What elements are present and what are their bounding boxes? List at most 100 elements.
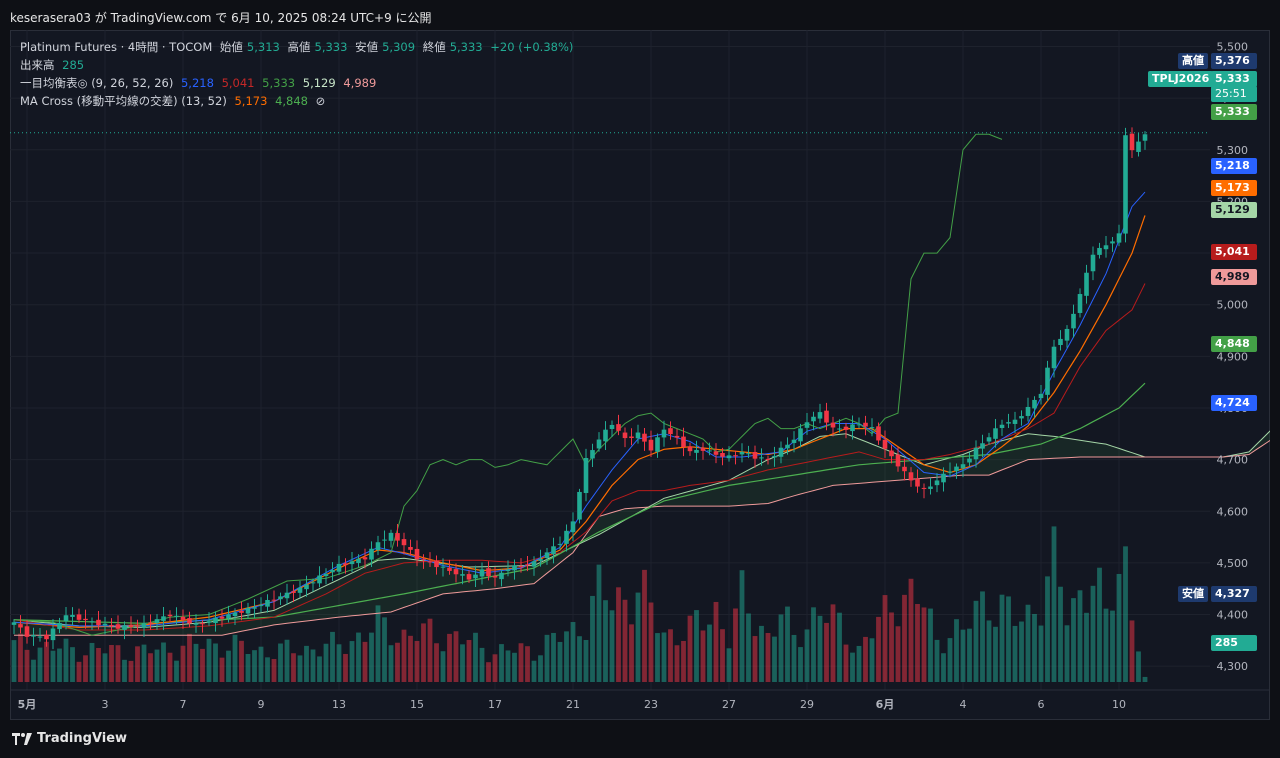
volume-bar [869, 638, 875, 682]
candle-body [252, 607, 257, 609]
volume-bar [557, 641, 563, 682]
volume-bar [473, 632, 478, 682]
volume-bar [1116, 573, 1122, 682]
candle-body [258, 605, 264, 607]
x-tick-label: 21 [566, 698, 580, 711]
publish-header: keserasera03 が TradingView.com で 6月 10, … [0, 0, 1280, 30]
volume-bar [148, 653, 153, 682]
candle-body [187, 618, 192, 624]
legend-volume-value: 285 [62, 58, 85, 72]
candle-body [161, 616, 166, 621]
candle-body [674, 435, 680, 438]
volume-bar [544, 634, 550, 682]
candle-body [83, 618, 88, 621]
candle-body [1071, 313, 1076, 329]
candle-body [356, 558, 361, 564]
candle-body [167, 614, 173, 617]
ma-slow-label: 4,848 [1211, 336, 1257, 352]
legend-ma-fast: 5,173 [234, 94, 268, 108]
volume-bar [50, 650, 56, 682]
volume-bar [726, 648, 732, 682]
candle-body [525, 564, 530, 566]
candle-body [635, 432, 641, 439]
candle-body [681, 436, 686, 447]
volume-bar [1084, 612, 1089, 682]
volume-bar [1012, 625, 1018, 682]
candle-body [830, 422, 836, 428]
volume-bar [362, 641, 368, 682]
volume-bar [655, 633, 660, 682]
x-tick-label: 15 [410, 698, 424, 711]
volume-bar [817, 615, 823, 682]
candle-body [102, 623, 108, 626]
candle-body [499, 572, 504, 580]
legend-ma-hidden-icon[interactable]: ⊘ [315, 94, 326, 108]
span-a-label: 5,129 [1211, 202, 1257, 218]
candle-body [915, 478, 920, 487]
bar-countdown: 25:51 [1211, 86, 1257, 102]
volume-bar [694, 610, 699, 682]
candle-body [479, 569, 485, 577]
candle-body [1123, 135, 1128, 234]
candle-body [980, 443, 985, 449]
candle-body [778, 447, 784, 457]
volume-bars [11, 526, 1148, 682]
volume-bar [538, 655, 543, 682]
candle-body [837, 428, 842, 430]
volume-bar [830, 604, 836, 682]
candle-body [50, 628, 56, 641]
volume-bar [310, 649, 316, 682]
candle-body [44, 634, 49, 640]
candle-body [141, 623, 147, 628]
volume-bar [811, 607, 816, 682]
candle-body [1006, 422, 1011, 424]
volume-bar [44, 641, 49, 682]
volume-bar [687, 615, 693, 682]
tradingview-logo[interactable]: TradingView [12, 731, 127, 746]
volume-bar [330, 631, 335, 682]
volume-bar [304, 645, 309, 682]
candle-body [486, 568, 491, 577]
x-tick-label: 7 [180, 698, 187, 711]
volume-bar [570, 622, 576, 682]
volume-bar [863, 636, 868, 682]
volume-bar [284, 639, 290, 682]
candle-body [434, 560, 439, 568]
candle-body [109, 625, 114, 627]
candle-body [271, 599, 277, 601]
volume-bar [1038, 625, 1044, 682]
volume-bar [226, 650, 231, 682]
x-tick-label: 4 [960, 698, 967, 711]
candle-body [512, 565, 517, 571]
candle-body [460, 574, 465, 576]
candle-body [76, 614, 82, 620]
volume-bar [876, 616, 881, 682]
candle-body [928, 486, 933, 489]
candle-body [343, 563, 348, 565]
candle-body [908, 472, 914, 481]
candlestick-chart[interactable]: 5,5005,4005,3005,2005,1005,0004,9004,800… [10, 30, 1270, 720]
candle-body [622, 432, 628, 439]
volume-bar [674, 645, 680, 682]
high-tag: 高値 [1178, 53, 1208, 69]
legend-ohlc: Platinum Futures · 4時間 · TOCOM 始値 5,313 高… [20, 39, 577, 55]
candle-body [609, 424, 615, 429]
candle-body [1129, 133, 1135, 151]
candle-body [323, 573, 329, 577]
candle-body [265, 599, 270, 607]
candle-body [544, 552, 550, 558]
volume-bar [89, 642, 95, 682]
candle-body [843, 426, 849, 430]
candle-body [921, 487, 927, 489]
candle-body [947, 471, 953, 473]
candle-body [973, 447, 979, 460]
volume-bar [999, 594, 1005, 682]
candle-body [661, 429, 667, 438]
candle-body [785, 444, 790, 449]
volume-bar [824, 622, 829, 682]
volume-bar [265, 657, 270, 682]
candle-body [128, 625, 134, 628]
tenkan-label: 5,218 [1211, 158, 1257, 174]
candle-body [349, 561, 355, 565]
candle-body [791, 439, 797, 444]
